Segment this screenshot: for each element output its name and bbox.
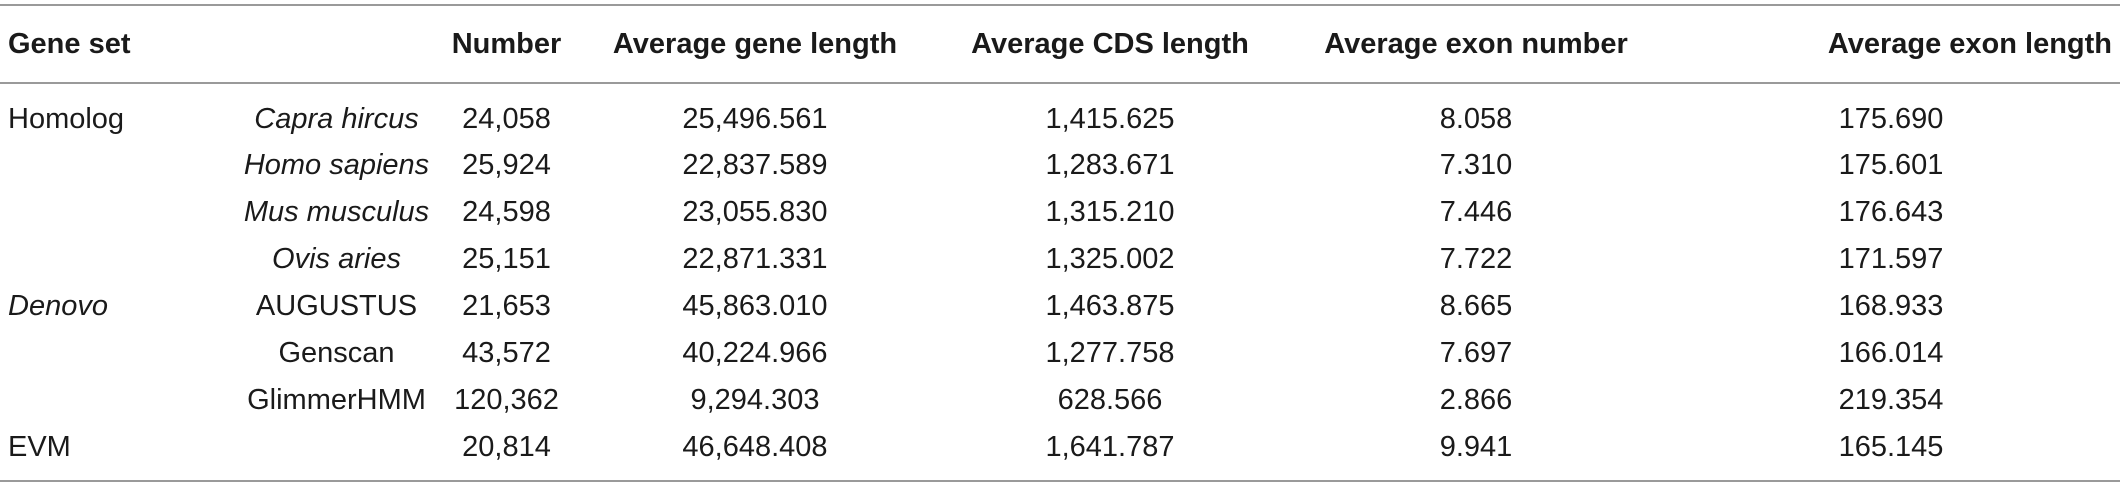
cell-avg-cds-length: 1,277.758 [1045,337,1175,369]
cell-avg-exon-number: 7.697 [1439,337,1513,369]
cell-subset: Ovis aries [272,243,401,275]
cell-avg-exon-length: 175.601 [1838,149,1944,181]
cell-avg-exon-length: 175.690 [1838,102,1944,135]
cell-avg-exon-number: 8.058 [1439,102,1513,135]
table-row: EVM 20,814 46,648.408 1,641.787 9.941 16… [0,424,2120,482]
cell-avg-exon-length: 166.014 [1838,337,1944,369]
cell-avg-exon-number: 7.446 [1439,196,1513,228]
header-number: Number [433,4,580,84]
cell-subset: GlimmerHMM [247,384,426,416]
cell-gene-set [0,330,200,377]
cell-avg-gene-length: 23,055.830 [682,196,828,228]
cell-avg-gene-length: 45,863.010 [682,290,828,322]
table-row: Homolog Capra hircus 24,058 25,496.561 1… [0,83,2120,142]
cell-avg-gene-length: 40,224.966 [682,337,828,369]
cell-avg-exon-length: 219.354 [1838,384,1944,416]
table-row: GlimmerHMM 120,362 9,294.303 628.566 2.8… [0,377,2120,424]
cell-number: 24,058 [462,102,551,135]
header-subset [200,4,433,84]
cell-gene-set [0,142,200,189]
table-row: Genscan 43,572 40,224.966 1,277.758 7.69… [0,330,2120,377]
header-gene-set: Gene set [0,4,200,84]
gene-annotation-table: Gene set Number Average gene length Aver… [0,4,2120,482]
cell-number: 43,572 [462,337,551,369]
cell-avg-gene-length: 9,294.303 [690,384,820,416]
cell-avg-exon-number: 2.866 [1439,384,1513,416]
table-row: Ovis aries 25,151 22,871.331 1,325.002 7… [0,236,2120,283]
cell-number: 20,814 [433,424,580,482]
cell-gene-set: Denovo [8,290,108,322]
table-body: Homolog Capra hircus 24,058 25,496.561 1… [0,83,2120,482]
cell-avg-exon-length: 176.643 [1838,196,1944,228]
cell-avg-cds-length: 1,641.787 [930,424,1290,482]
cell-subset: AUGUSTUS [255,290,418,322]
cell-avg-cds-length: 1,315.210 [1045,196,1175,228]
header-avg-gene-length: Average gene length [580,4,930,84]
cell-avg-exon-length: 171.597 [1838,243,1944,275]
cell-avg-cds-length: 1,325.002 [1045,243,1175,275]
cell-avg-gene-length: 22,837.589 [682,149,828,181]
cell-avg-exon-number: 7.310 [1439,149,1513,181]
cell-avg-cds-length: 628.566 [1057,384,1163,416]
cell-number: 24,598 [462,196,551,228]
cell-avg-exon-number: 7.722 [1439,243,1513,275]
cell-number: 120,362 [454,384,559,416]
cell-number: 21,653 [462,290,551,322]
cell-subset: Homo sapiens [243,149,430,181]
header-avg-cds-length: Average CDS length [930,4,1290,84]
header-avg-exon-length: Average exon length [1662,4,2120,84]
cell-number: 25,924 [462,149,551,181]
cell-subset [200,424,433,482]
cell-gene-set [0,189,200,236]
cell-avg-gene-length: 25,496.561 [682,102,828,135]
cell-avg-cds-length: 1,463.875 [1045,290,1175,322]
table-row: Denovo AUGUSTUS 21,653 45,863.010 1,463.… [0,283,2120,330]
header-row: Gene set Number Average gene length Aver… [0,4,2120,84]
cell-avg-exon-number: 9.941 [1290,424,1662,482]
cell-number: 25,151 [462,243,551,275]
table-header: Gene set Number Average gene length Aver… [0,4,2120,84]
table-row: Homo sapiens 25,924 22,837.589 1,283.671… [0,142,2120,189]
cell-gene-set [0,377,200,424]
cell-avg-cds-length: 1,283.671 [1045,149,1175,181]
cell-avg-exon-length: 165.145 [1662,424,2120,482]
cell-gene-set [0,236,200,283]
cell-avg-exon-number: 8.665 [1439,290,1513,322]
cell-gene-set: Homolog [8,102,125,135]
cell-subset: Mus musculus [243,196,430,228]
table-row: Mus musculus 24,598 23,055.830 1,315.210… [0,189,2120,236]
cell-gene-set: EVM [0,424,200,482]
cell-avg-gene-length: 22,871.331 [682,243,828,275]
cell-avg-gene-length: 46,648.408 [580,424,930,482]
cell-avg-exon-length: 168.933 [1838,290,1944,322]
cell-subset: Capra hircus [254,102,419,135]
header-avg-exon-number: Average exon number [1290,4,1662,84]
cell-avg-cds-length: 1,415.625 [1045,102,1175,135]
cell-subset: Genscan [278,337,395,369]
